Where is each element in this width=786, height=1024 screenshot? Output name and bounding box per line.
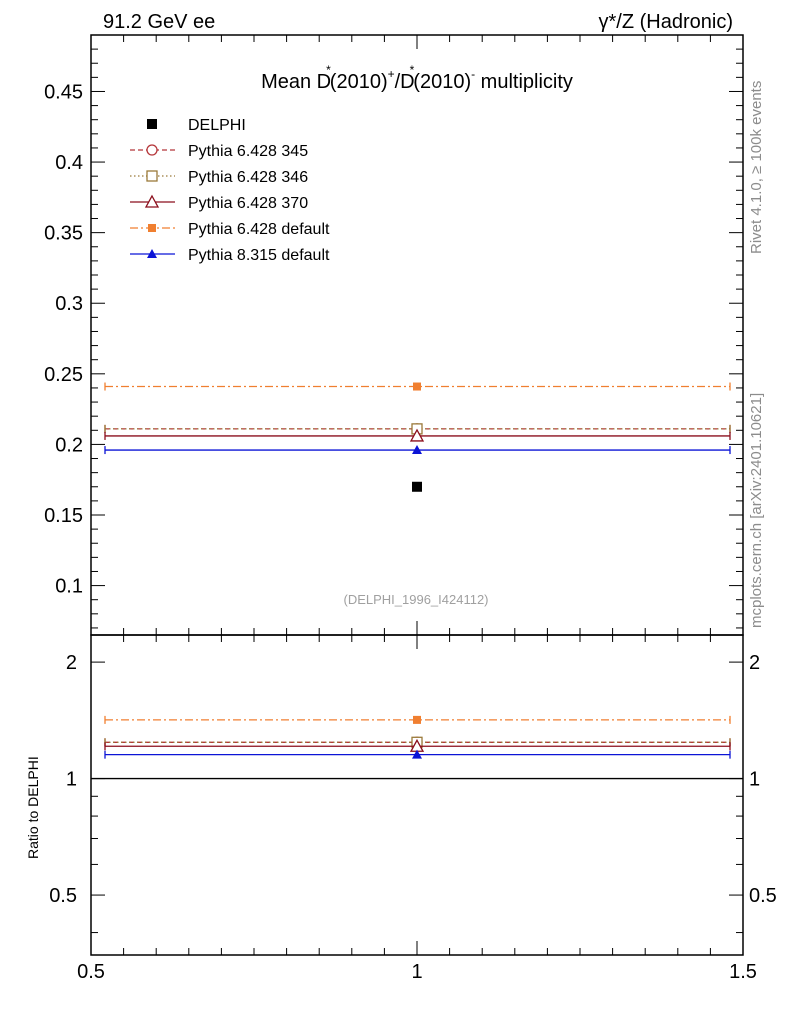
main-ytick-label: 0.15 xyxy=(44,505,83,527)
ratio-y-axis: 0.5 0.5 1 1 2 2 xyxy=(49,652,777,934)
main-ytick-label: 0.3 xyxy=(55,293,83,315)
title-star-1: * xyxy=(326,63,331,77)
title-star-2: * xyxy=(410,63,415,77)
header-process: γ*/Z (Hadronic) xyxy=(599,11,733,33)
analysis-id: (DELPHI_1996_I424112) xyxy=(343,592,488,607)
ratio-frame xyxy=(90,634,744,956)
legend-item-p8def: Pythia 8.315 default xyxy=(130,247,330,264)
legend-label-p6def: Pythia 6.428 default xyxy=(188,221,330,238)
main-ytick-label: 0.1 xyxy=(55,576,83,598)
title-slash: /D xyxy=(395,71,415,93)
title-plus: + xyxy=(388,67,395,81)
plot-title: Mean D*(2010)+/D*(2010)- multiplicity xyxy=(261,63,573,93)
legend-item-delphi: DELPHI xyxy=(147,117,246,134)
main-ytick-label: 0.45 xyxy=(44,81,83,103)
main-ytick-label: 0.4 xyxy=(55,152,83,174)
title-prefix: Mean D xyxy=(261,71,331,93)
ratio-ytick-label-right: 2 xyxy=(749,652,760,674)
ratio-series-layer xyxy=(91,715,743,780)
ratio-ytick-label-left: 2 xyxy=(66,652,77,674)
legend: DELPHI Pythia 6.428 345 Pythia 6.428 346… xyxy=(130,117,330,264)
legend-marker-p346 xyxy=(146,170,158,182)
rivet-label: Rivet 4.1.0, ≥ 100k events xyxy=(748,81,765,254)
main-ytick-label: 0.2 xyxy=(55,434,83,456)
legend-label-delphi: DELPHI xyxy=(188,117,246,134)
title-mid-2: (2010) xyxy=(413,71,471,93)
ratio-marker-p8def xyxy=(412,749,422,759)
main-marker-p8def xyxy=(412,445,422,455)
title-mid-1: (2010) xyxy=(330,71,388,93)
legend-marker-p6def xyxy=(148,224,156,232)
title-minus: - xyxy=(471,67,475,81)
ratio-ylabel: Ratio to DELPHI xyxy=(25,756,41,859)
header-energy: 91.2 GeV ee xyxy=(103,11,215,33)
legend-label-p8def: Pythia 8.315 default xyxy=(188,247,330,264)
legend-item-p370: Pythia 6.428 370 xyxy=(130,194,308,212)
x-tick-label: 1.5 xyxy=(729,961,757,983)
legend-item-p345: Pythia 6.428 345 xyxy=(130,143,308,160)
ratio-ytick-label-right: 1 xyxy=(749,769,760,791)
legend-item-p346: Pythia 6.428 346 xyxy=(130,169,308,186)
x-tick-label: 1 xyxy=(411,961,422,983)
legend-marker-delphi xyxy=(147,119,157,129)
legend-marker-p8def xyxy=(147,249,157,258)
main-marker-p6def xyxy=(413,382,421,391)
main-series-layer xyxy=(104,382,731,492)
mcplots-label: mcplots.cern.ch [arXiv:2401.10621] xyxy=(748,393,765,628)
main-marker-delphi xyxy=(412,481,422,492)
legend-label-p346: Pythia 6.428 346 xyxy=(188,169,308,186)
legend-label-p370: Pythia 6.428 370 xyxy=(188,195,308,212)
ratio-ytick-label-left: 0.5 xyxy=(49,885,77,907)
x-axis: 0.5 1 1.5 xyxy=(77,35,757,983)
ratio-ytick-label-left: 1 xyxy=(66,769,77,791)
main-ytick-label: 0.25 xyxy=(44,364,83,386)
x-tick-label: 0.5 xyxy=(77,961,105,983)
title-suffix: multiplicity xyxy=(475,71,573,93)
main-marker-p370 xyxy=(409,428,425,442)
ratio-ytick-label-right: 0.5 xyxy=(749,885,777,907)
legend-label-p345: Pythia 6.428 345 xyxy=(188,143,308,160)
legend-marker-p370 xyxy=(144,194,160,208)
legend-item-p6def: Pythia 6.428 default xyxy=(130,221,330,238)
ratio-marker-p6def xyxy=(413,715,421,724)
legend-marker-p345 xyxy=(146,144,158,156)
main-y-axis: 0.1 0.15 0.2 0.25 0.3 0.35 0.4 0.45 xyxy=(44,34,743,629)
main-ytick-label: 0.35 xyxy=(44,223,83,245)
